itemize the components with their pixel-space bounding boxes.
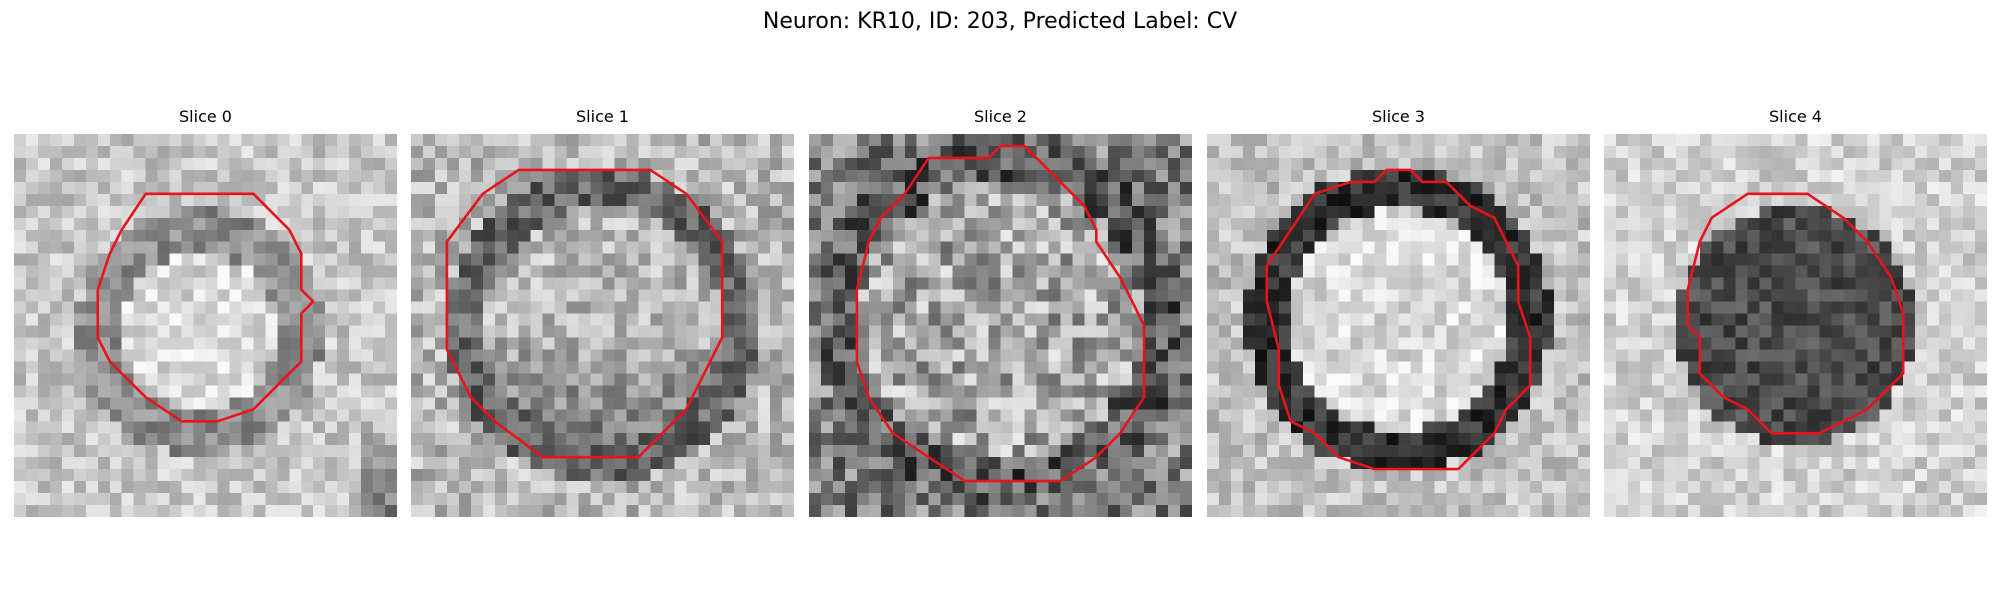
microscopy-image [1604,134,1987,517]
slice-title: Slice 0 [14,106,397,128]
slice-title: Slice 3 [1207,106,1590,128]
slice-title: Slice 1 [411,106,794,128]
slice-panel: Slice 0 [14,106,397,516]
microscopy-image [411,134,794,517]
microscopy-image [1207,134,1590,517]
microscopy-image [809,134,1192,517]
slice-panel: Slice 2 [809,106,1192,516]
slice-title: Slice 2 [809,106,1192,128]
slice-panel: Slice 1 [411,106,794,516]
slice-panel: Slice 3 [1207,106,1590,516]
microscopy-image [14,134,397,517]
slice-title: Slice 4 [1604,106,1987,128]
slice-panel: Slice 4 [1604,106,1987,516]
